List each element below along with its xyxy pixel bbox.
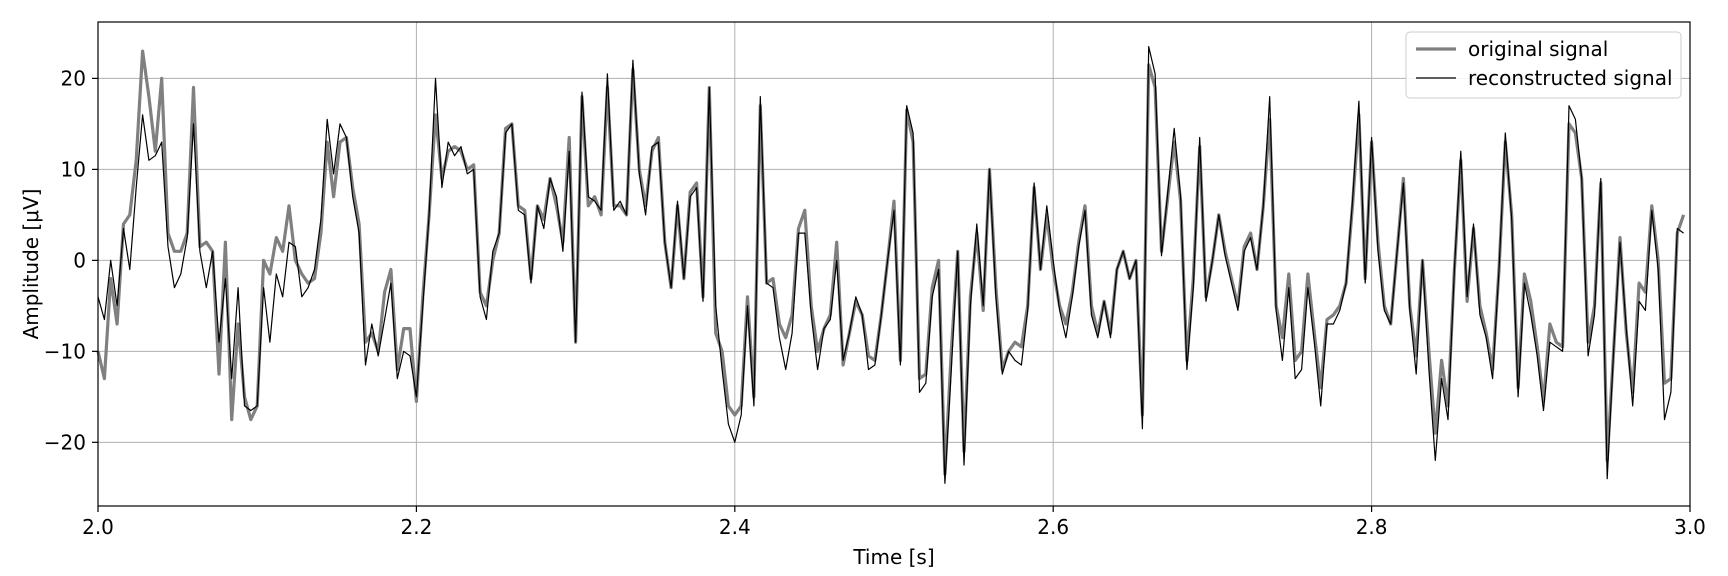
- axis-ticks: 2.0 2.2 2.4 2.6 2.8 3.0 −20 −10 0 10 20: [44, 66, 1706, 539]
- x-tick-label: 2.4: [719, 515, 751, 539]
- y-tick-label: 10: [61, 157, 86, 181]
- legend-box: [1405, 31, 1682, 99]
- x-axis-title: Time [s]: [852, 545, 934, 569]
- y-axis-title: Amplitude [μV]: [19, 189, 43, 340]
- x-tick-label: 2.2: [400, 515, 432, 539]
- x-tick-label: 3.0: [1674, 515, 1706, 539]
- y-tick-label: −10: [44, 339, 86, 363]
- y-tick-label: 0: [73, 248, 86, 272]
- x-tick-label: 2.0: [82, 515, 114, 539]
- y-tick-label: 20: [61, 66, 86, 90]
- series-original-signal: [96, 49, 1686, 476]
- x-tick-label: 2.6: [1037, 515, 1069, 539]
- series-layer: [96, 45, 1686, 484]
- y-tick-label: −20: [44, 430, 86, 454]
- series-reconstructed-signal: [97, 45, 1684, 484]
- x-tick-label: 2.8: [1356, 515, 1388, 539]
- legend-label-reconstructed: reconstructed signal: [1468, 66, 1673, 90]
- plot-frame: [97, 21, 1691, 507]
- legend: original signal reconstructed signal: [1405, 31, 1682, 99]
- legend-label-original: original signal: [1468, 37, 1608, 61]
